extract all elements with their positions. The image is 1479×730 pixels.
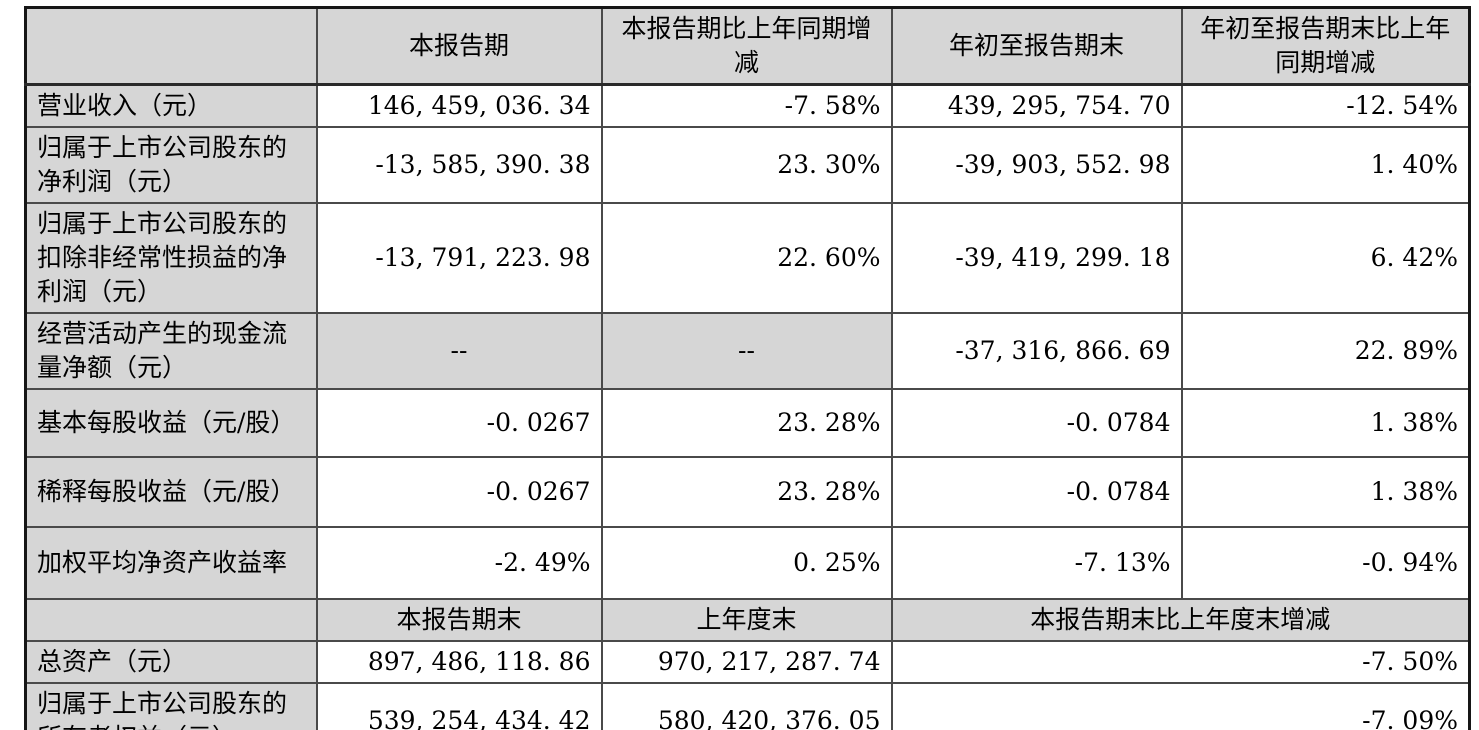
- value-net-profit-ytd-change: 1. 40%: [1180, 126, 1471, 204]
- value-total-assets-prior-year-end: 970, 217, 287. 74: [600, 640, 893, 684]
- header-period-end-change: 本报告期末比上年度末增减: [890, 598, 1471, 642]
- header-prior-year-end: 上年度末: [600, 598, 893, 642]
- value-net-profit-excl-ytd-change: 6. 42%: [1180, 202, 1471, 314]
- value-shareholders-equity-current-end: 539, 254, 434. 42: [315, 682, 603, 730]
- header-year-to-date-change: 年初至报告期末比上年同期增减: [1180, 6, 1471, 86]
- value-diluted-eps-ytd-change: 1. 38%: [1180, 456, 1471, 528]
- metric-label-operating-cash-flow: 经营活动产生的现金流量净额（元）: [24, 312, 318, 390]
- table-row: 基本每股收益（元/股） -0. 0267 23. 28% -0. 0784 1.…: [24, 388, 1471, 458]
- value-basic-eps-ytd: -0. 0784: [890, 388, 1183, 458]
- value-shareholders-equity-change: -7. 09%: [890, 682, 1471, 730]
- table-row: 稀释每股收益（元/股） -0. 0267 23. 28% -0. 0784 1.…: [24, 456, 1471, 528]
- value-revenue-current: 146, 459, 036. 34: [315, 83, 603, 128]
- table-row: 经营活动产生的现金流量净额（元） -- -- -37, 316, 866. 69…: [24, 312, 1471, 390]
- table-row: 总资产（元） 897, 486, 118. 86 970, 217, 287. …: [24, 640, 1471, 684]
- period-end-corner-cell: [24, 598, 318, 642]
- value-net-profit-ytd: -39, 903, 552. 98: [890, 126, 1183, 204]
- value-diluted-eps-current-change: 23. 28%: [600, 456, 893, 528]
- header-current-period-end: 本报告期末: [315, 598, 603, 642]
- table-row: 营业收入（元） 146, 459, 036. 34 -7. 58% 439, 2…: [24, 83, 1471, 128]
- table-row: 归属于上市公司股东的净利润（元） -13, 585, 390. 38 23. 3…: [24, 126, 1471, 204]
- value-net-profit-current-change: 23. 30%: [600, 126, 893, 204]
- value-operating-cash-flow-current-change: --: [600, 312, 893, 390]
- header-corner-cell: [24, 6, 318, 86]
- value-revenue-ytd: 439, 295, 754. 70: [890, 83, 1183, 128]
- value-revenue-ytd-change: -12. 54%: [1180, 83, 1471, 128]
- value-weighted-avg-roe-ytd-change: -0. 94%: [1180, 526, 1471, 600]
- value-basic-eps-current-change: 23. 28%: [600, 388, 893, 458]
- table-row: 归属于上市公司股东的扣除非经常性损益的净利润（元） -13, 791, 223.…: [24, 202, 1471, 314]
- value-operating-cash-flow-ytd-change: 22. 89%: [1180, 312, 1471, 390]
- metric-label-diluted-eps: 稀释每股收益（元/股）: [24, 456, 318, 528]
- value-operating-cash-flow-ytd: -37, 316, 866. 69: [890, 312, 1183, 390]
- table-row: 归属于上市公司股东的所有者权益（元） 539, 254, 434. 42 580…: [24, 682, 1471, 730]
- value-total-assets-current-end: 897, 486, 118. 86: [315, 640, 603, 684]
- metric-label-net-profit: 归属于上市公司股东的净利润（元）: [24, 126, 318, 204]
- value-weighted-avg-roe-ytd: -7. 13%: [890, 526, 1183, 600]
- header-year-to-date: 年初至报告期末: [890, 6, 1183, 86]
- quarterly-financials-table: 本报告期 本报告期比上年同期增减 年初至报告期末 年初至报告期末比上年同期增减 …: [24, 6, 1471, 730]
- metric-label-basic-eps: 基本每股收益（元/股）: [24, 388, 318, 458]
- value-basic-eps-ytd-change: 1. 38%: [1180, 388, 1471, 458]
- value-diluted-eps-current: -0. 0267: [315, 456, 603, 528]
- value-shareholders-equity-prior-year-end: 580, 420, 376. 05: [600, 682, 893, 730]
- value-net-profit-excl-ytd: -39, 419, 299. 18: [890, 202, 1183, 314]
- header-current-period: 本报告期: [315, 6, 603, 86]
- table-header-row: 本报告期 本报告期比上年同期增减 年初至报告期末 年初至报告期末比上年同期增减: [24, 6, 1471, 86]
- value-net-profit-excl-current-change: 22. 60%: [600, 202, 893, 314]
- value-diluted-eps-ytd: -0. 0784: [890, 456, 1183, 528]
- value-weighted-avg-roe-current-change: 0. 25%: [600, 526, 893, 600]
- metric-label-net-profit-excl-nonrecurring: 归属于上市公司股东的扣除非经常性损益的净利润（元）: [24, 202, 318, 314]
- metric-label-total-assets: 总资产（元）: [24, 640, 318, 684]
- header-current-period-change: 本报告期比上年同期增减: [600, 6, 893, 86]
- value-operating-cash-flow-current: --: [315, 312, 603, 390]
- value-weighted-avg-roe-current: -2. 49%: [315, 526, 603, 600]
- value-net-profit-excl-current: -13, 791, 223. 98: [315, 202, 603, 314]
- value-revenue-current-change: -7. 58%: [600, 83, 893, 128]
- metric-label-revenue: 营业收入（元）: [24, 83, 318, 128]
- value-net-profit-current: -13, 585, 390. 38: [315, 126, 603, 204]
- metric-label-shareholders-equity: 归属于上市公司股东的所有者权益（元）: [24, 682, 318, 730]
- period-end-header-row: 本报告期末 上年度末 本报告期末比上年度末增减: [24, 598, 1471, 642]
- table-row: 加权平均净资产收益率 -2. 49% 0. 25% -7. 13% -0. 94…: [24, 526, 1471, 600]
- metric-label-weighted-avg-roe: 加权平均净资产收益率: [24, 526, 318, 600]
- value-total-assets-change: -7. 50%: [890, 640, 1471, 684]
- value-basic-eps-current: -0. 0267: [315, 388, 603, 458]
